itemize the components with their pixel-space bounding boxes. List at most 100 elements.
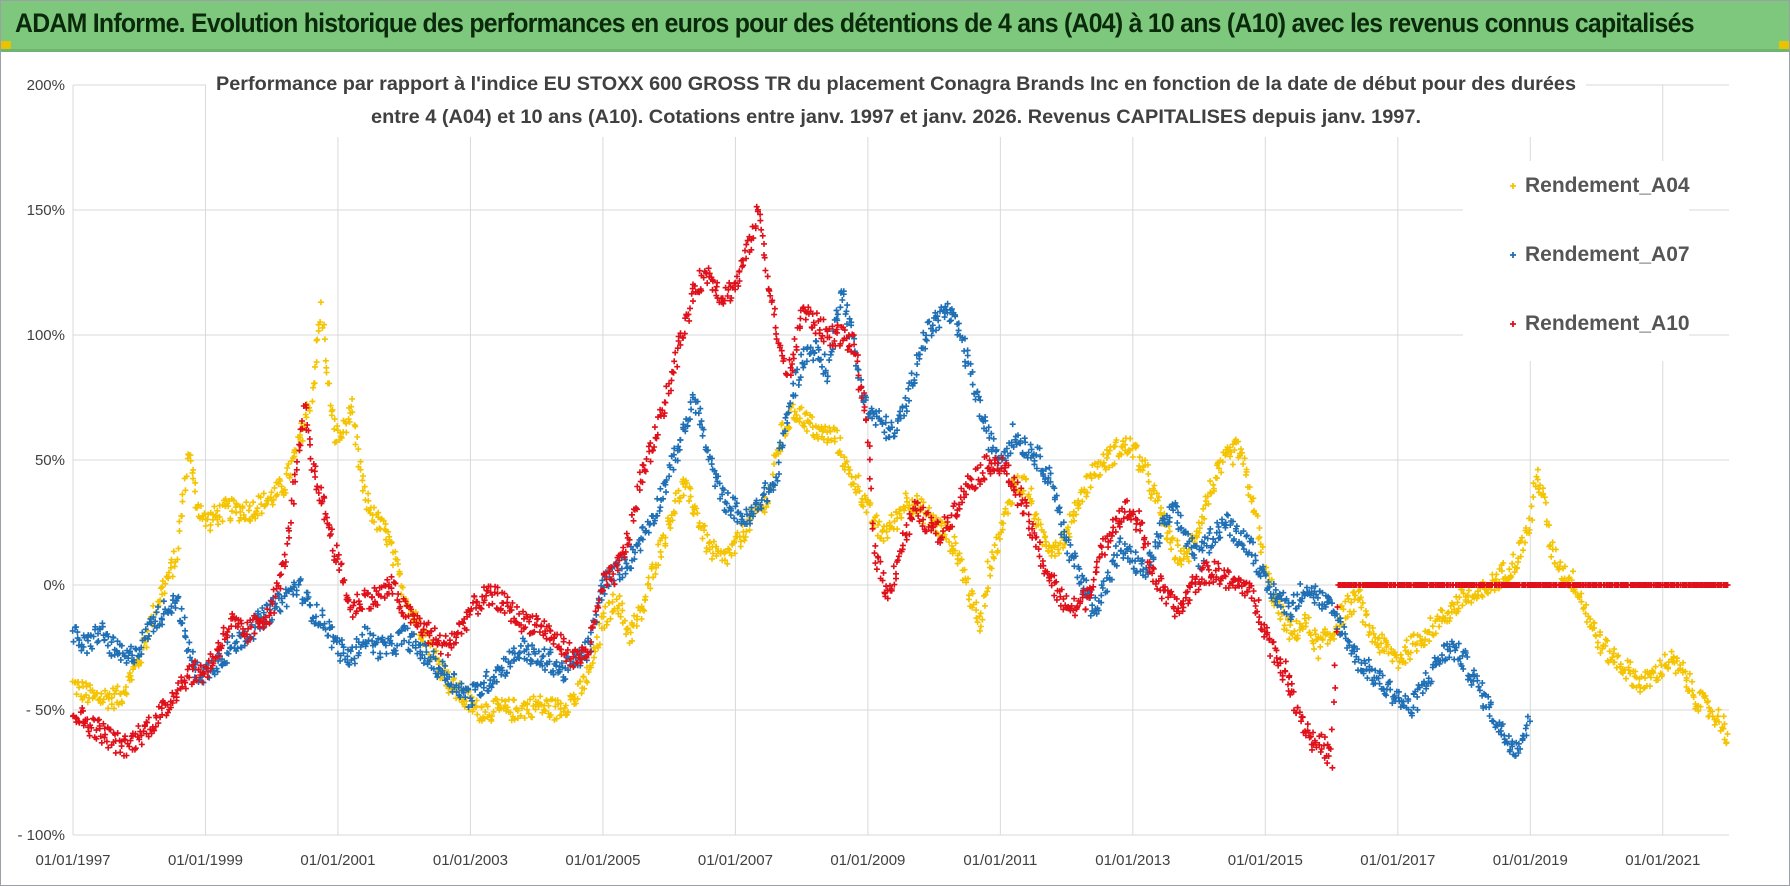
data-point	[619, 600, 626, 607]
data-point	[504, 594, 511, 601]
data-point	[1239, 449, 1245, 456]
data-point	[566, 639, 573, 646]
data-point	[803, 428, 810, 434]
data-point	[1243, 468, 1250, 475]
data-point	[699, 535, 706, 542]
data-point	[117, 691, 124, 698]
data-point	[613, 596, 620, 603]
data-point	[1235, 438, 1242, 445]
data-point	[843, 458, 850, 465]
data-point	[988, 565, 995, 572]
data-point	[806, 419, 812, 426]
data-point	[1105, 544, 1112, 551]
data-point	[279, 599, 286, 606]
data-point	[1174, 542, 1181, 549]
x-tick-label: 01/01/2021	[1625, 852, 1700, 869]
data-point	[1275, 610, 1282, 617]
data-point	[803, 409, 810, 416]
data-point	[724, 560, 731, 567]
data-point	[446, 637, 453, 644]
data-point	[182, 487, 189, 494]
data-point	[102, 687, 109, 694]
data-point	[482, 673, 489, 680]
data-point	[326, 380, 333, 387]
data-point	[1022, 476, 1029, 483]
data-point	[475, 610, 481, 617]
data-point	[914, 492, 920, 499]
data-point	[609, 591, 616, 598]
data-point	[797, 315, 804, 322]
data-point	[1052, 552, 1058, 559]
data-point	[276, 572, 283, 579]
data-point	[621, 617, 628, 624]
data-point	[514, 603, 520, 610]
data-point	[622, 570, 629, 577]
data-point	[1515, 559, 1521, 566]
data-point	[260, 490, 267, 497]
data-point	[243, 499, 250, 506]
data-point	[687, 493, 694, 500]
data-point	[791, 408, 798, 415]
data-point	[1324, 760, 1331, 767]
data-point	[1057, 540, 1064, 547]
data-point	[831, 438, 838, 445]
data-point	[1113, 437, 1120, 443]
data-point	[790, 355, 797, 362]
data-point	[837, 304, 844, 311]
data-point	[1523, 722, 1530, 729]
data-point	[990, 435, 997, 442]
data-point	[1199, 547, 1206, 554]
data-point	[873, 512, 880, 519]
data-point	[157, 597, 164, 604]
data-point	[254, 512, 261, 519]
data-point	[371, 504, 377, 511]
data-point	[1071, 517, 1078, 524]
data-point	[547, 712, 554, 718]
data-point	[1436, 623, 1443, 630]
data-point	[1493, 571, 1500, 578]
data-point	[307, 455, 314, 462]
data-point	[105, 705, 112, 712]
data-point	[588, 664, 594, 671]
data-point	[511, 716, 518, 723]
data-point	[1225, 512, 1231, 519]
data-point	[623, 530, 630, 537]
data-point	[655, 562, 662, 569]
data-point	[1158, 504, 1164, 511]
data-point	[1090, 576, 1097, 583]
data-point	[1147, 494, 1154, 501]
data-point	[581, 685, 588, 692]
data-point	[655, 541, 662, 548]
data-point	[122, 684, 129, 690]
data-point	[436, 632, 443, 639]
data-point	[1294, 591, 1301, 598]
data-point	[993, 534, 1000, 541]
data-point	[1052, 539, 1059, 546]
data-point	[187, 452, 194, 459]
data-point	[1250, 495, 1257, 502]
data-point	[560, 638, 567, 645]
data-point	[473, 704, 479, 711]
data-point	[880, 538, 887, 544]
data-point	[883, 413, 890, 420]
data-point	[343, 429, 350, 436]
data-point	[676, 495, 683, 502]
data-point	[821, 351, 828, 358]
data-point	[99, 699, 106, 706]
data-point	[667, 525, 674, 532]
data-point	[801, 420, 807, 427]
data-point	[1089, 602, 1096, 609]
data-point	[1642, 674, 1648, 681]
data-point	[182, 627, 189, 634]
data-point	[876, 518, 883, 525]
data-point	[952, 547, 958, 554]
data-point	[1268, 576, 1275, 583]
data-point	[958, 556, 965, 563]
data-point	[474, 711, 481, 718]
data-point	[233, 509, 240, 516]
data-point	[819, 363, 825, 370]
data-point	[304, 589, 311, 596]
data-point	[709, 555, 715, 562]
data-point	[113, 687, 119, 694]
data-point	[173, 694, 180, 701]
